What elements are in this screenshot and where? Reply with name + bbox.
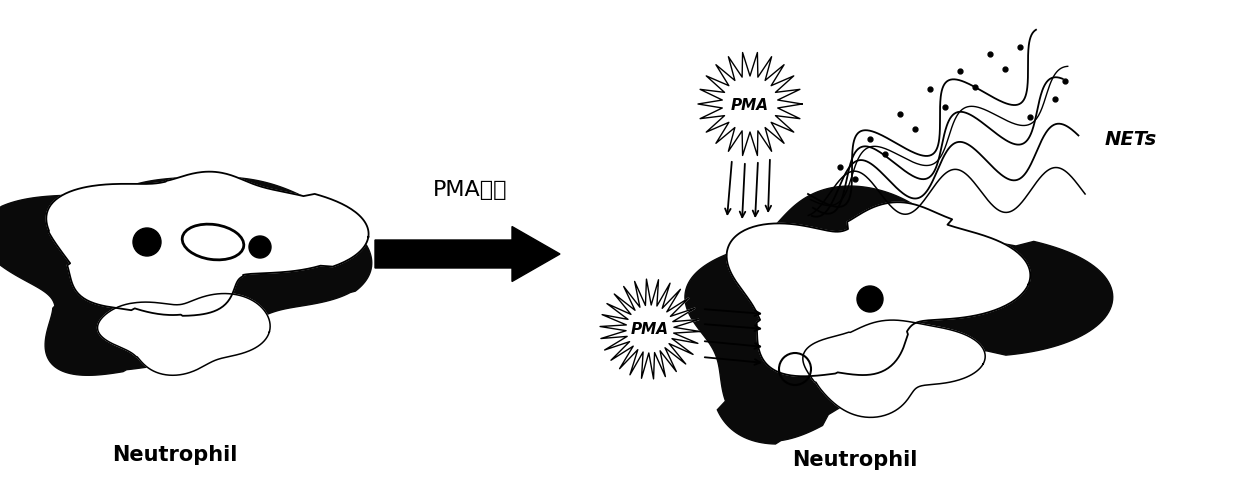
Text: NETs: NETs	[1105, 130, 1157, 149]
Text: PMA: PMA	[631, 322, 670, 337]
Text: PMA: PMA	[732, 97, 769, 112]
Polygon shape	[727, 203, 1030, 377]
Text: Neutrophil: Neutrophil	[792, 449, 918, 469]
Text: PMA刺激: PMA刺激	[433, 180, 507, 199]
Circle shape	[133, 228, 161, 257]
Circle shape	[857, 287, 883, 312]
Polygon shape	[802, 320, 986, 418]
Polygon shape	[698, 53, 802, 156]
Polygon shape	[684, 187, 1112, 444]
Polygon shape	[0, 177, 372, 376]
FancyArrow shape	[374, 227, 560, 282]
Ellipse shape	[182, 225, 244, 260]
Text: Neutrophil: Neutrophil	[113, 444, 238, 464]
Polygon shape	[98, 294, 270, 376]
Polygon shape	[600, 280, 699, 379]
Circle shape	[249, 237, 272, 258]
Polygon shape	[46, 172, 368, 316]
